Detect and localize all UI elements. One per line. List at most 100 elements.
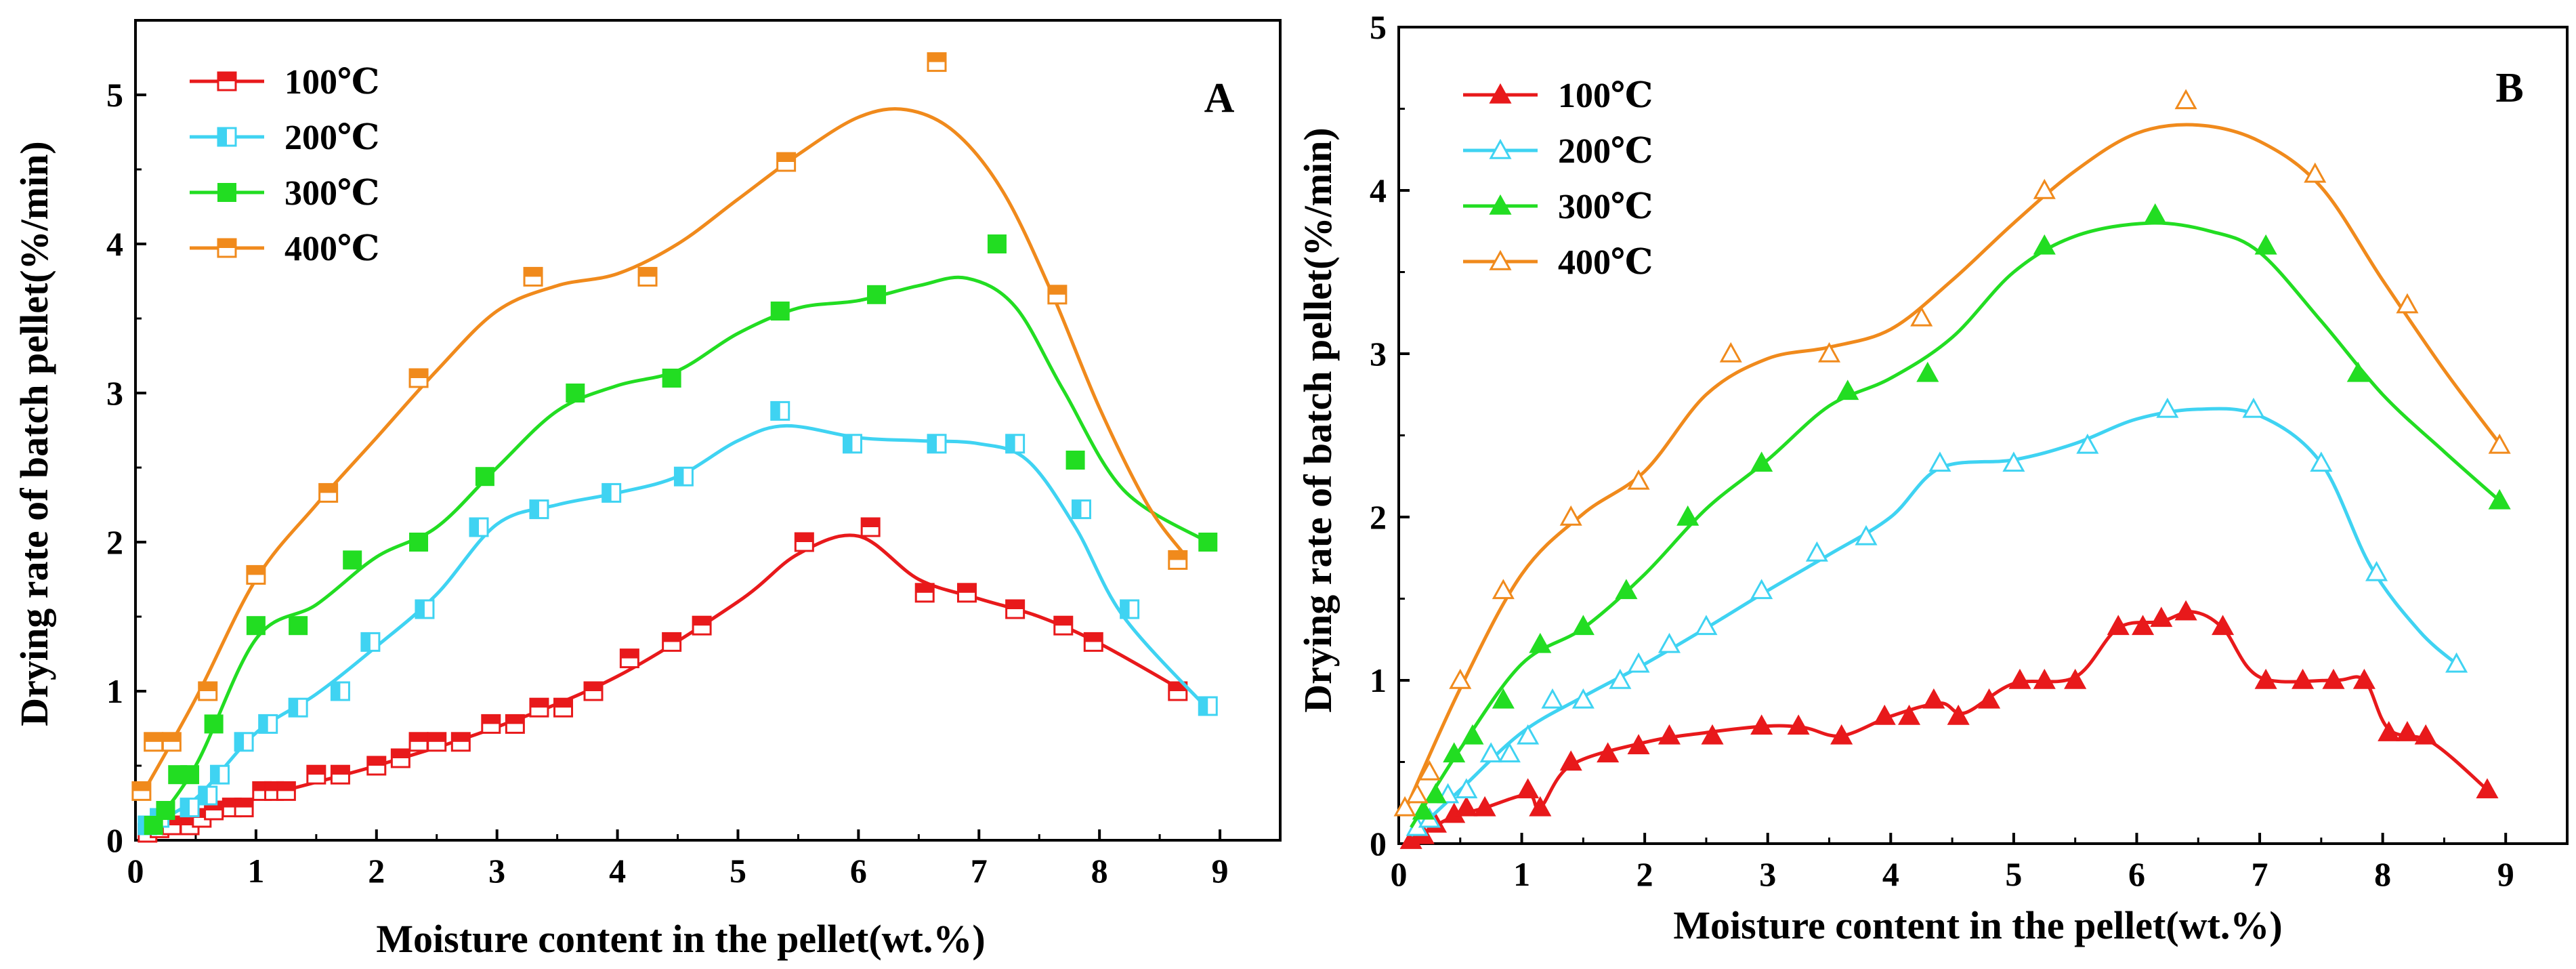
data-point-a-3 (637, 266, 658, 287)
legend-marker-b-2 (1489, 194, 1512, 215)
data-point-b-2 (1916, 361, 1939, 382)
data-point-a-3 (246, 564, 266, 585)
data-point-b-2 (2254, 234, 2277, 255)
data-point-b-1 (1609, 668, 1632, 689)
data-point-a-2 (770, 302, 790, 321)
data-point-b-0 (1657, 724, 1681, 745)
data-point-b-2 (1461, 724, 1484, 745)
data-point-a-1 (673, 466, 694, 487)
data-point-b-2 (2033, 234, 2056, 255)
data-point-b-0 (1922, 688, 1945, 709)
x-tick-label-a: 7 (971, 852, 988, 890)
data-point-b-1 (2002, 451, 2025, 472)
data-point-b-0 (1873, 704, 1896, 725)
data-point-b-1 (2365, 560, 2388, 581)
data-point-b-2 (2144, 203, 2167, 224)
data-point-b-0 (2107, 615, 2130, 636)
x-tick-label-b: 7 (2252, 855, 2268, 893)
x-tick-label-b: 3 (1759, 855, 1776, 893)
data-point-a-1 (198, 785, 218, 806)
data-point-b-2 (1615, 579, 1638, 600)
data-point-b-3 (1817, 342, 1841, 363)
y-tick-label-b: 2 (1370, 498, 1387, 536)
legend-label-b-3: 400℃ (1558, 243, 1653, 282)
data-point-b-2 (1676, 505, 1699, 526)
data-point-a-0 (276, 781, 296, 801)
x-tick-label-b: 0 (1391, 855, 1408, 893)
data-point-b-1 (1657, 632, 1681, 653)
data-point-a-2 (289, 616, 308, 636)
x-tick-label-a: 9 (1212, 852, 1229, 890)
data-point-a-0 (794, 532, 814, 552)
data-point-a-3 (1047, 285, 1068, 305)
data-point-b-3 (1627, 469, 1650, 490)
data-point-b-3 (2174, 89, 2197, 110)
data-point-a-1 (258, 714, 278, 734)
y-tick-label-b: 4 (1370, 171, 1387, 209)
data-point-b-1 (1928, 451, 1951, 472)
data-point-a-0 (505, 714, 525, 734)
data-point-b-1 (1479, 742, 1502, 763)
data-point-a-1 (1120, 599, 1140, 619)
x-axis-label-b: Moisture content in the pellet(wt.%) (1673, 903, 2282, 947)
data-point-b-3 (2396, 293, 2419, 314)
data-point-a-1 (415, 599, 435, 619)
data-point-b-0 (1898, 704, 1921, 725)
data-point-a-0 (427, 732, 447, 752)
data-point-a-0 (1005, 599, 1026, 619)
data-point-a-0 (1053, 615, 1074, 636)
data-point-b-1 (2242, 397, 2265, 418)
panel-letter-b: B (2495, 65, 2523, 111)
chart-panel-a: A Moisture content in the pellet(wt.%) D… (12, 19, 1282, 961)
x-tick-label-b: 1 (1513, 855, 1530, 893)
data-point-a-2 (566, 384, 585, 403)
legend-marker-a-0 (217, 71, 237, 91)
data-point-a-2 (475, 467, 494, 487)
chart-panel-b: B Moisture content in the pellet(wt.%) D… (1296, 8, 2569, 947)
data-point-a-0 (390, 748, 410, 768)
data-point-b-3 (1393, 796, 1416, 817)
data-point-a-3 (161, 732, 182, 752)
data-point-b-2 (1571, 615, 1595, 636)
data-point-a-1 (770, 400, 790, 421)
data-point-a-0 (234, 798, 254, 818)
data-point-b-2 (1412, 799, 1435, 820)
data-point-a-0 (529, 697, 549, 718)
data-point-b-1 (1455, 778, 1478, 799)
data-point-b-3 (2304, 162, 2327, 183)
data-point-a-2 (343, 550, 362, 570)
legend-label-b-0: 100℃ (1558, 77, 1653, 115)
data-point-a-1 (288, 697, 308, 718)
data-point-a-1 (1071, 499, 1091, 520)
x-tick-label-b: 6 (2128, 855, 2145, 893)
data-point-b-0 (2212, 615, 2235, 636)
data-point-a-2 (987, 234, 1007, 253)
data-point-b-1 (1695, 615, 1718, 636)
data-point-b-0 (1701, 724, 1724, 745)
data-point-a-1 (842, 434, 862, 454)
legend-marker-a-3 (217, 238, 237, 258)
x-tick-label-a: 4 (609, 852, 626, 890)
data-point-b-3 (2488, 433, 2511, 454)
data-point-a-2 (662, 369, 681, 388)
y-axis-label-b: Drying rate of batch pellet(%/min) (1296, 127, 1340, 712)
plot-frame-a (134, 19, 1282, 842)
data-point-a-3 (1168, 550, 1188, 570)
legend-marker-a-2 (217, 183, 236, 202)
y-tick-label-a: 4 (106, 225, 123, 263)
data-point-a-1 (927, 434, 947, 454)
legend-marker-b-1 (1489, 138, 1512, 159)
x-tick-label-b: 2 (1637, 855, 1653, 893)
data-point-b-2 (1424, 783, 1448, 804)
data-point-b-0 (1750, 714, 1773, 735)
data-point-a-3 (776, 152, 797, 172)
data-point-b-0 (2008, 668, 2031, 689)
legend-label-a-3: 400℃ (284, 230, 379, 268)
data-point-b-1 (1855, 524, 1878, 545)
data-point-b-3 (1492, 579, 1515, 600)
legend-marker-b-3 (1489, 249, 1512, 270)
data-point-a-3 (318, 482, 339, 503)
data-point-b-3 (1910, 306, 1933, 327)
data-point-a-0 (692, 615, 712, 636)
data-point-a-0 (619, 648, 639, 669)
